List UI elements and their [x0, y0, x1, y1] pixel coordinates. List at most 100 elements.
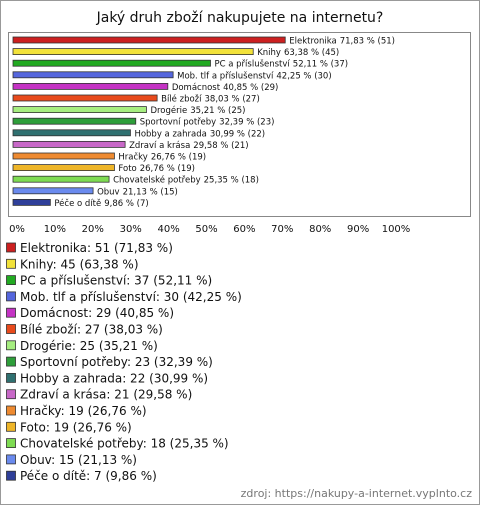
bar-value-label: 63,38 % (45) — [284, 48, 339, 58]
bar-value-label: 71,83 % (51) — [340, 36, 395, 46]
legend-label: Elektronika: 51 (71,83 %) — [20, 241, 173, 255]
legend-swatch — [6, 405, 16, 416]
legend-swatch — [6, 242, 16, 253]
bar-label: Domácnost 40,85 % (29) — [172, 82, 279, 92]
bar-label: Obuv 21,13 % (15) — [97, 187, 178, 197]
bar — [12, 140, 126, 148]
bar-label: Chovatelské potřeby 25,35 % (18) — [113, 174, 259, 185]
bar-value-label: 29,58 % (21) — [193, 140, 248, 150]
legend-swatch — [6, 389, 16, 400]
bar-value-label: 52,11 % (37) — [293, 59, 348, 69]
x-tick-label: 0% — [9, 224, 25, 235]
bar — [12, 198, 51, 206]
chart-title: Jaký druh zboží nakupujete na internetu? — [96, 10, 384, 26]
x-tick-label: 60% — [233, 224, 255, 235]
bar-value-label: 26,76 % (19) — [140, 164, 195, 174]
legend-swatch — [6, 454, 16, 465]
legend-swatch — [6, 324, 16, 334]
legend-label: Hračky: 19 (26,76 %) — [20, 404, 147, 418]
bar-category: Domácnost — [172, 82, 221, 92]
bar — [12, 59, 211, 67]
bar — [12, 187, 94, 195]
legend-swatch — [6, 356, 16, 367]
legend-swatch — [6, 307, 16, 318]
legend-label: Drogérie: 25 (35,21 %) — [20, 339, 158, 353]
bar-category: Elektronika — [289, 36, 336, 46]
legend-swatch — [6, 275, 16, 286]
bar-value-label: 26,76 % (19) — [151, 152, 206, 162]
legend-label: Hobby a zahrada: 22 (30,99 %) — [20, 371, 208, 385]
legend-label: Sportovní potřeby: 23 (32,39 %) — [20, 355, 213, 369]
x-tick-label: 10% — [44, 224, 66, 235]
bar — [12, 117, 137, 125]
legend-label: Péče o dítě: 7 (9,86 %) — [20, 469, 157, 483]
legend-label: Chovatelské potřeby: 18 (25,35 %) — [20, 437, 229, 451]
legend-label: Domácnost: 29 (40,85 %) — [20, 306, 174, 320]
legend-swatch — [6, 470, 16, 481]
legend-label: Knihy: 45 (63,38 %) — [20, 257, 139, 271]
bar-value-label: 9,86 % (7) — [104, 198, 148, 208]
bar-category: Hračky — [118, 151, 147, 162]
bar-value-label: 32,39 % (23) — [219, 117, 274, 127]
bar-label: Knihy 63,38 % (45) — [257, 48, 339, 58]
bar-label: Hračky 26,76 % (19) — [118, 151, 206, 162]
legend-label: Bílé zboží: 27 (38,03 %) — [20, 323, 163, 337]
x-tick-label: 50% — [195, 224, 217, 235]
bar — [12, 71, 174, 79]
bar-category: Hobby a zahrada — [134, 129, 206, 139]
bar-value-label: 40,85 % (29) — [223, 82, 278, 92]
bar-category: Sportovní potřeby — [140, 117, 216, 127]
legend-label: Obuv: 15 (21,13 %) — [20, 453, 137, 467]
legend-swatch — [6, 438, 16, 449]
bar — [12, 164, 115, 172]
bar-category: Zdraví a krása — [129, 140, 190, 150]
x-tick-label: 80% — [309, 224, 331, 235]
x-tick-label: 30% — [120, 224, 142, 235]
source: zdroj: https://nakupy-a-internet.vyplnto… — [241, 487, 473, 500]
x-tick-label: 100% — [382, 224, 411, 235]
bar-label: Foto 26,76 % (19) — [118, 164, 195, 174]
bar-label: Bílé zboží 38,03 % (27) — [161, 93, 260, 104]
bar — [12, 36, 286, 44]
x-tick-label: 20% — [82, 224, 104, 235]
bar — [12, 48, 254, 55]
bar-label: Drogérie 35,21 % (25) — [150, 105, 245, 116]
x-tick-label: 70% — [271, 224, 293, 235]
plot-frame — [8, 32, 471, 217]
bar-category: Péče o dítě — [54, 197, 101, 208]
legend-label: Foto: 19 (26,76 %) — [20, 420, 132, 434]
bar-label: Elektronika 71,83 % (51) — [289, 36, 395, 46]
legend-swatch — [6, 258, 16, 269]
bar-label: Hobby a zahrada 30,99 % (22) — [134, 129, 265, 139]
bar-label: Zdraví a krása 29,58 % (21) — [129, 140, 248, 150]
bar-label: Péče o dítě 9,86 % (7) — [54, 197, 148, 208]
bar-label: Sportovní potřeby 32,39 % (23) — [140, 117, 275, 127]
legend-swatch — [6, 291, 16, 302]
bar-category: Knihy — [257, 48, 281, 58]
bar-value-label: 35,21 % (25) — [190, 106, 245, 116]
bar-category: Chovatelské potřeby — [113, 174, 201, 185]
legend-swatch — [6, 372, 16, 383]
bar — [12, 129, 131, 137]
bar-label: PC a příslušenství 52,11 % (37) — [214, 58, 348, 69]
bar-category: Bílé zboží — [161, 93, 202, 104]
legend-swatch — [6, 421, 16, 432]
bar-category: Mob. tlf a příslušenství — [177, 70, 274, 81]
bar-value-label: 21,13 % (15) — [123, 187, 178, 197]
bar — [12, 83, 169, 90]
bar — [12, 175, 110, 183]
bar-value-label: 25,35 % (18) — [204, 175, 259, 185]
legend-swatch — [6, 340, 16, 351]
bar — [12, 106, 147, 113]
bar-value-label: 42,25 % (30) — [276, 71, 331, 81]
bar-value-label: 30,99 % (22) — [210, 129, 265, 139]
bar-value-label: 38,03 % (27) — [205, 94, 260, 104]
legend-label: PC a příslušenství: 37 (52,11 %) — [20, 274, 212, 288]
bar — [12, 94, 158, 102]
bar-category: PC a příslušenství — [214, 58, 290, 69]
bar-category: Foto — [118, 164, 136, 174]
bar-category: Obuv — [97, 187, 120, 197]
x-tick-label: 40% — [157, 224, 179, 235]
bar — [12, 152, 115, 160]
